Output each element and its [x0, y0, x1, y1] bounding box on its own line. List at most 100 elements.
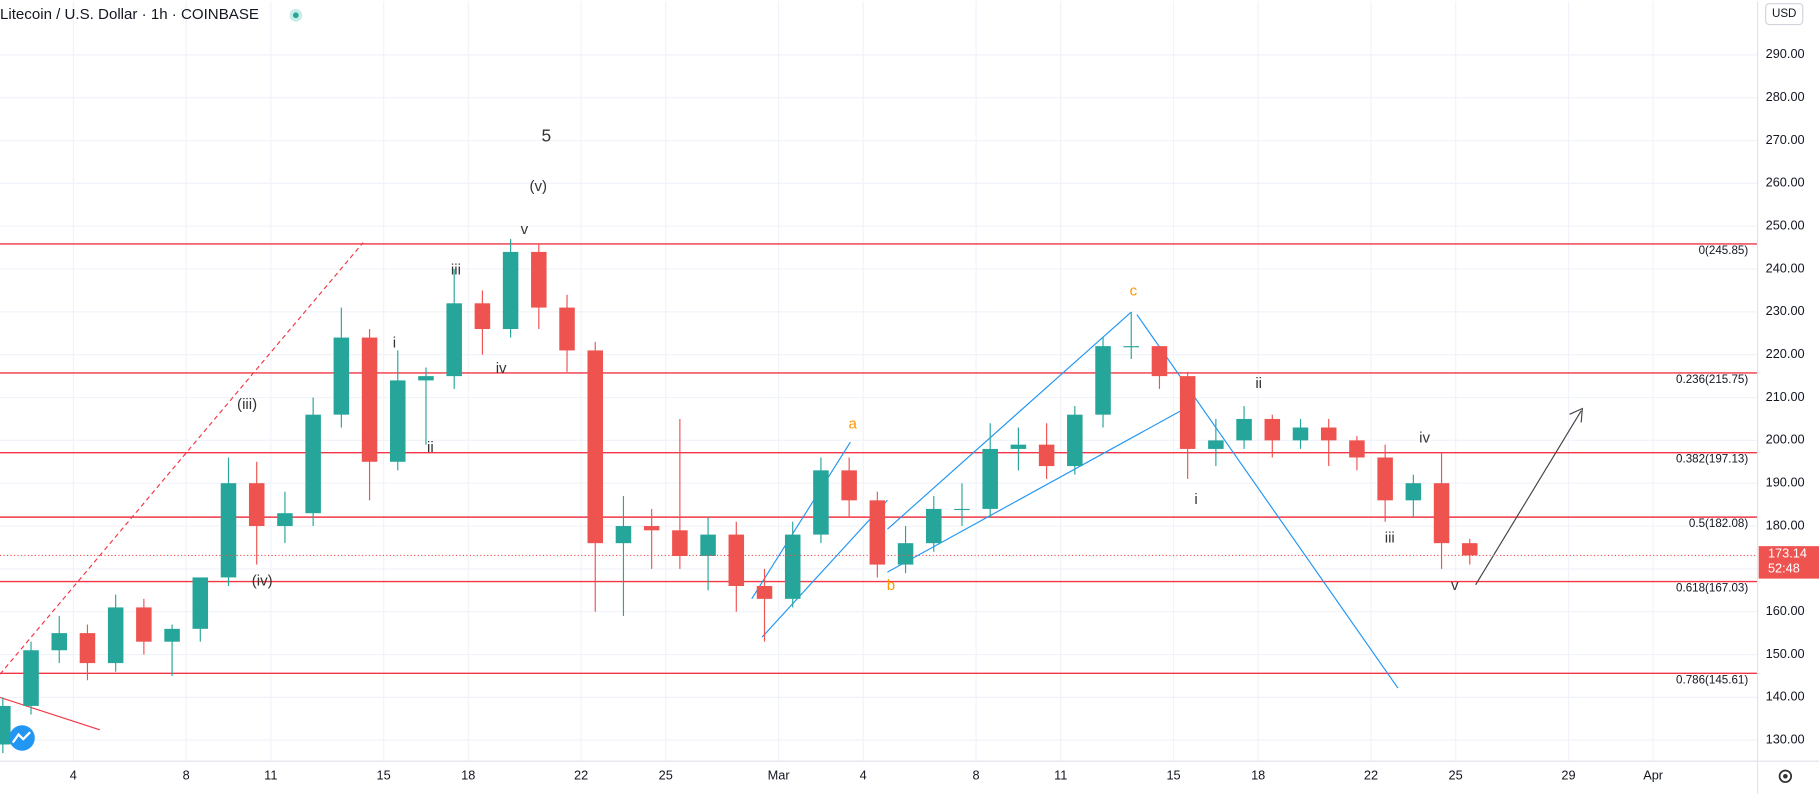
y-tick-label: 220.00: [1766, 346, 1805, 361]
candle-body: [954, 508, 970, 511]
candle-body: [305, 414, 321, 514]
gear-center: [1783, 773, 1788, 779]
candle-body: [784, 534, 801, 599]
candle-body: [0, 705, 11, 745]
x-tick-label: 11: [1054, 768, 1067, 783]
candle-body: [1067, 414, 1083, 467]
x-tick-label: 8: [973, 768, 980, 783]
candle-body: [390, 380, 406, 462]
wave-label: v: [1451, 577, 1459, 594]
logo[interactable]: [9, 725, 35, 751]
y-tick-label: 150.00: [1766, 646, 1805, 661]
y-tick-label: 140.00: [1766, 689, 1805, 704]
y-tick-label: 210.00: [1766, 389, 1805, 404]
fib-level-label: 0.618(167.03): [1676, 582, 1748, 595]
candle-body: [1123, 346, 1140, 348]
wedge-line: [887, 311, 1132, 530]
candle-body: [1462, 543, 1478, 556]
candle-body: [1151, 346, 1168, 377]
wave-label: iii: [451, 261, 461, 278]
wave-label: c: [1130, 282, 1138, 299]
x-tick-label: Apr: [1643, 768, 1664, 783]
y-tick-label: 130.00: [1766, 732, 1805, 747]
fib-level-label: 0.236(215.75): [1676, 373, 1748, 386]
arrow-head: [1569, 407, 1584, 423]
candle-body: [23, 650, 39, 706]
y-tick-label: 200.00: [1766, 432, 1805, 447]
candle-body: [164, 628, 180, 642]
y-tick-label: 190.00: [1766, 475, 1805, 490]
candle-body: [1038, 444, 1055, 467]
currency-box[interactable]: [1765, 3, 1804, 26]
wave-label: b: [887, 577, 895, 594]
candle-body: [361, 337, 378, 462]
countdown: 52:48: [1768, 561, 1800, 576]
candle-body: [220, 483, 237, 578]
wave-label: (iv): [252, 572, 273, 589]
candle-body: [248, 483, 265, 527]
x-tick-label: 22: [1364, 768, 1378, 783]
candle-body: [1433, 483, 1450, 544]
x-tick-label: 4: [860, 768, 867, 783]
candle-body: [869, 500, 886, 565]
candle-body: [1292, 427, 1309, 441]
candle-body: [897, 543, 914, 565]
wave-label: 5: [542, 126, 552, 146]
x-tick-label: 15: [1166, 768, 1180, 783]
candle-body: [982, 448, 998, 509]
candle-body: [756, 585, 773, 599]
y-tick-label: 230.00: [1766, 303, 1805, 318]
candle-body: [700, 534, 716, 557]
x-tick-label: 18: [1251, 768, 1265, 783]
candle-body: [531, 251, 547, 308]
candle-body: [1377, 457, 1393, 501]
candle-body: [1405, 483, 1422, 501]
candle-body: [474, 303, 491, 330]
candle-body: [728, 534, 745, 586]
drawings: [0, 242, 1584, 731]
trend-line: [1136, 314, 1399, 689]
candle-body: [1179, 376, 1196, 449]
x-tick-label: 4: [70, 768, 77, 783]
candle-body: [615, 526, 632, 544]
y-tick-label: 280.00: [1766, 89, 1805, 104]
y-tick-label: 180.00: [1766, 517, 1805, 532]
candle-body: [559, 307, 575, 351]
candle-body: [1095, 346, 1111, 415]
x-tick-label: Mar: [768, 768, 791, 783]
wave-label: ii: [1255, 375, 1262, 392]
fib-level-label: 0(245.85): [1699, 244, 1749, 257]
channel-line: [761, 499, 888, 638]
fib-levels: 0(245.85) 0.236(215.75) 0.382(197.13) 0.5(1…: [0, 243, 1758, 686]
x-tick-label: 25: [1449, 768, 1463, 783]
chart-title: Litecoin / U.S. Dollar · 1h · COINBASE: [0, 6, 259, 23]
x-tick-label: 25: [659, 768, 673, 783]
candle-body: [192, 577, 209, 629]
fib-level-label: 0.786(145.61): [1676, 673, 1748, 686]
last-price-tag: [1758, 546, 1819, 579]
y-tick-label: 240.00: [1766, 260, 1805, 275]
wave-label: (v): [529, 178, 547, 195]
y-tick-label: 260.00: [1766, 175, 1805, 190]
x-tick-label: 11: [264, 768, 277, 783]
x-tick-label: 18: [461, 768, 475, 783]
fib-level-label: 0.382(197.13): [1676, 453, 1748, 466]
wave-label: ii: [427, 439, 434, 456]
wave-label: iv: [496, 360, 507, 377]
candle-body: [107, 607, 124, 664]
wedge-line: [887, 404, 1192, 573]
last-price: 173.14: [1768, 546, 1807, 561]
candle-body: [277, 513, 293, 527]
candle-body: [643, 526, 660, 531]
candle-body: [1208, 440, 1224, 449]
candle-body: [51, 633, 68, 651]
wave-label: (iii): [237, 396, 257, 413]
currency: USD: [1772, 7, 1796, 20]
settings-icon[interactable]: [1778, 769, 1793, 783]
candle-body: [418, 376, 434, 381]
candle-body: [1349, 440, 1365, 458]
trend-line: [0, 696, 100, 731]
x-tick-label: 22: [574, 768, 588, 783]
channel-line: [751, 441, 851, 600]
candle-body: [333, 337, 350, 415]
